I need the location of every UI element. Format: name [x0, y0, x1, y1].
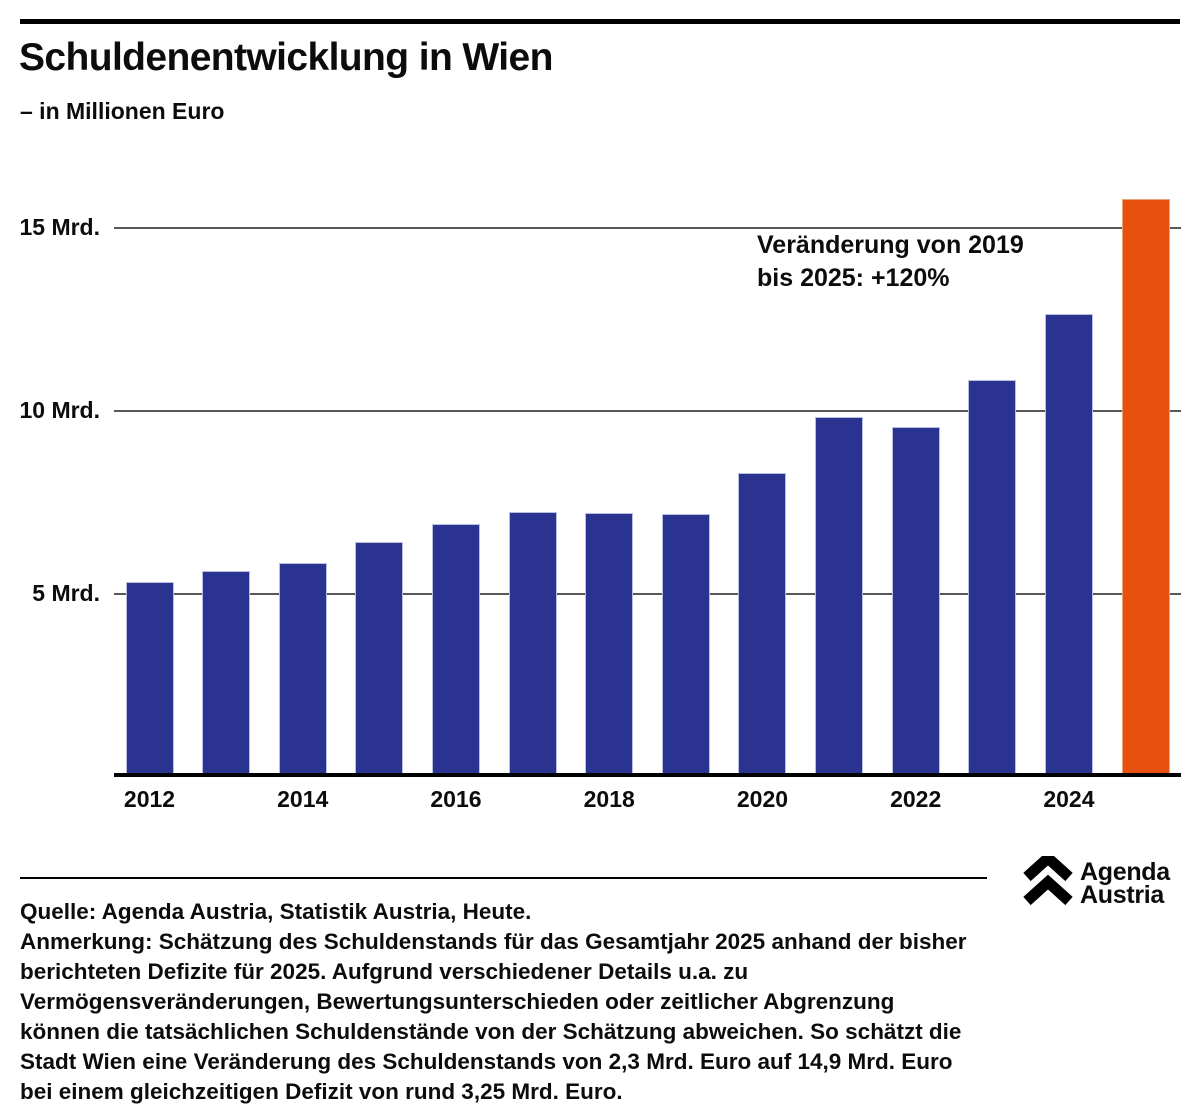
double-chevron-up-icon — [1023, 856, 1073, 906]
note-text: Anmerkung: Schätzung des Schuldenstands … — [20, 927, 966, 1107]
note-line-6: bei einem gleichzeitigen Defizit von run… — [20, 1079, 623, 1104]
bar-2023 — [968, 379, 1017, 777]
bar-2013 — [202, 570, 251, 777]
annotation-line-2: bis 2025: +120% — [757, 264, 950, 292]
source-line: Quelle: Agenda Austria, Statistik Austri… — [20, 899, 532, 924]
gridline-10-mrd — [114, 410, 1181, 412]
gridline-15-mrd — [114, 227, 1181, 229]
x-tick-label-2016: 2016 — [430, 786, 482, 812]
bar-2024 — [1044, 314, 1093, 777]
note-line-5: Stadt Wien eine Veränderung des Schulden… — [20, 1049, 953, 1074]
logo-text-line-2: Austria — [1080, 881, 1165, 909]
x-tick-label-2012: 2012 — [123, 786, 176, 812]
x-tick-label-2018: 2018 — [583, 786, 635, 812]
source-and-note: Quelle: Agenda Austria, Statistik Austri… — [20, 897, 966, 1107]
x-tick-label-2024: 2024 — [1043, 786, 1095, 812]
note-line-4: können die tatsächlichen Schuldenstände … — [20, 1019, 962, 1044]
y-tick-label: 5 Mrd. — [32, 579, 100, 606]
note-line-2: berichteten Defizite für 2025. Aufgrund … — [20, 959, 749, 984]
bar-2021 — [815, 416, 864, 777]
bar-2018 — [585, 512, 634, 777]
bar-2016 — [431, 524, 480, 777]
x-tick-label-2022: 2022 — [890, 786, 942, 812]
gridline-5-mrd — [114, 593, 1181, 595]
logo-text: Agenda Austria — [1080, 856, 1170, 909]
x-tick-label-2020: 2020 — [736, 786, 789, 812]
x-axis-line — [114, 773, 1181, 777]
bar-2020 — [738, 473, 787, 777]
y-tick-label: 15 Mrd. — [19, 213, 100, 240]
bar-2017 — [508, 511, 557, 777]
bar-2012 — [125, 581, 174, 777]
agenda-austria-logo: Agenda Austria — [1023, 856, 1170, 909]
x-tick-label-2014: 2014 — [277, 786, 329, 812]
chart-annotation: Veränderung von 2019 bis 2025: +120% — [757, 229, 1024, 295]
bar-2025 — [1121, 198, 1170, 777]
bar-2022 — [891, 427, 940, 777]
top-rule — [20, 19, 1180, 24]
bar-2014 — [278, 563, 327, 777]
bar-2019 — [661, 514, 710, 777]
y-tick-label: 10 Mrd. — [19, 396, 100, 423]
page-title: Schuldenentwicklung in Wien — [19, 36, 553, 79]
page-subtitle: – in Millionen Euro — [20, 98, 225, 124]
bar-chart-plot-area — [114, 190, 1181, 777]
footer-rule — [20, 877, 987, 879]
note-line-1: Anmerkung: Schätzung des Schuldenstands … — [20, 929, 967, 954]
bar-2015 — [355, 542, 404, 777]
note-line-3: Vermögensveränderungen, Bewertungsunters… — [20, 989, 895, 1014]
logo-text-line-1: Agenda — [1080, 858, 1170, 886]
annotation-line-1: Veränderung von 2019 — [757, 231, 1024, 259]
